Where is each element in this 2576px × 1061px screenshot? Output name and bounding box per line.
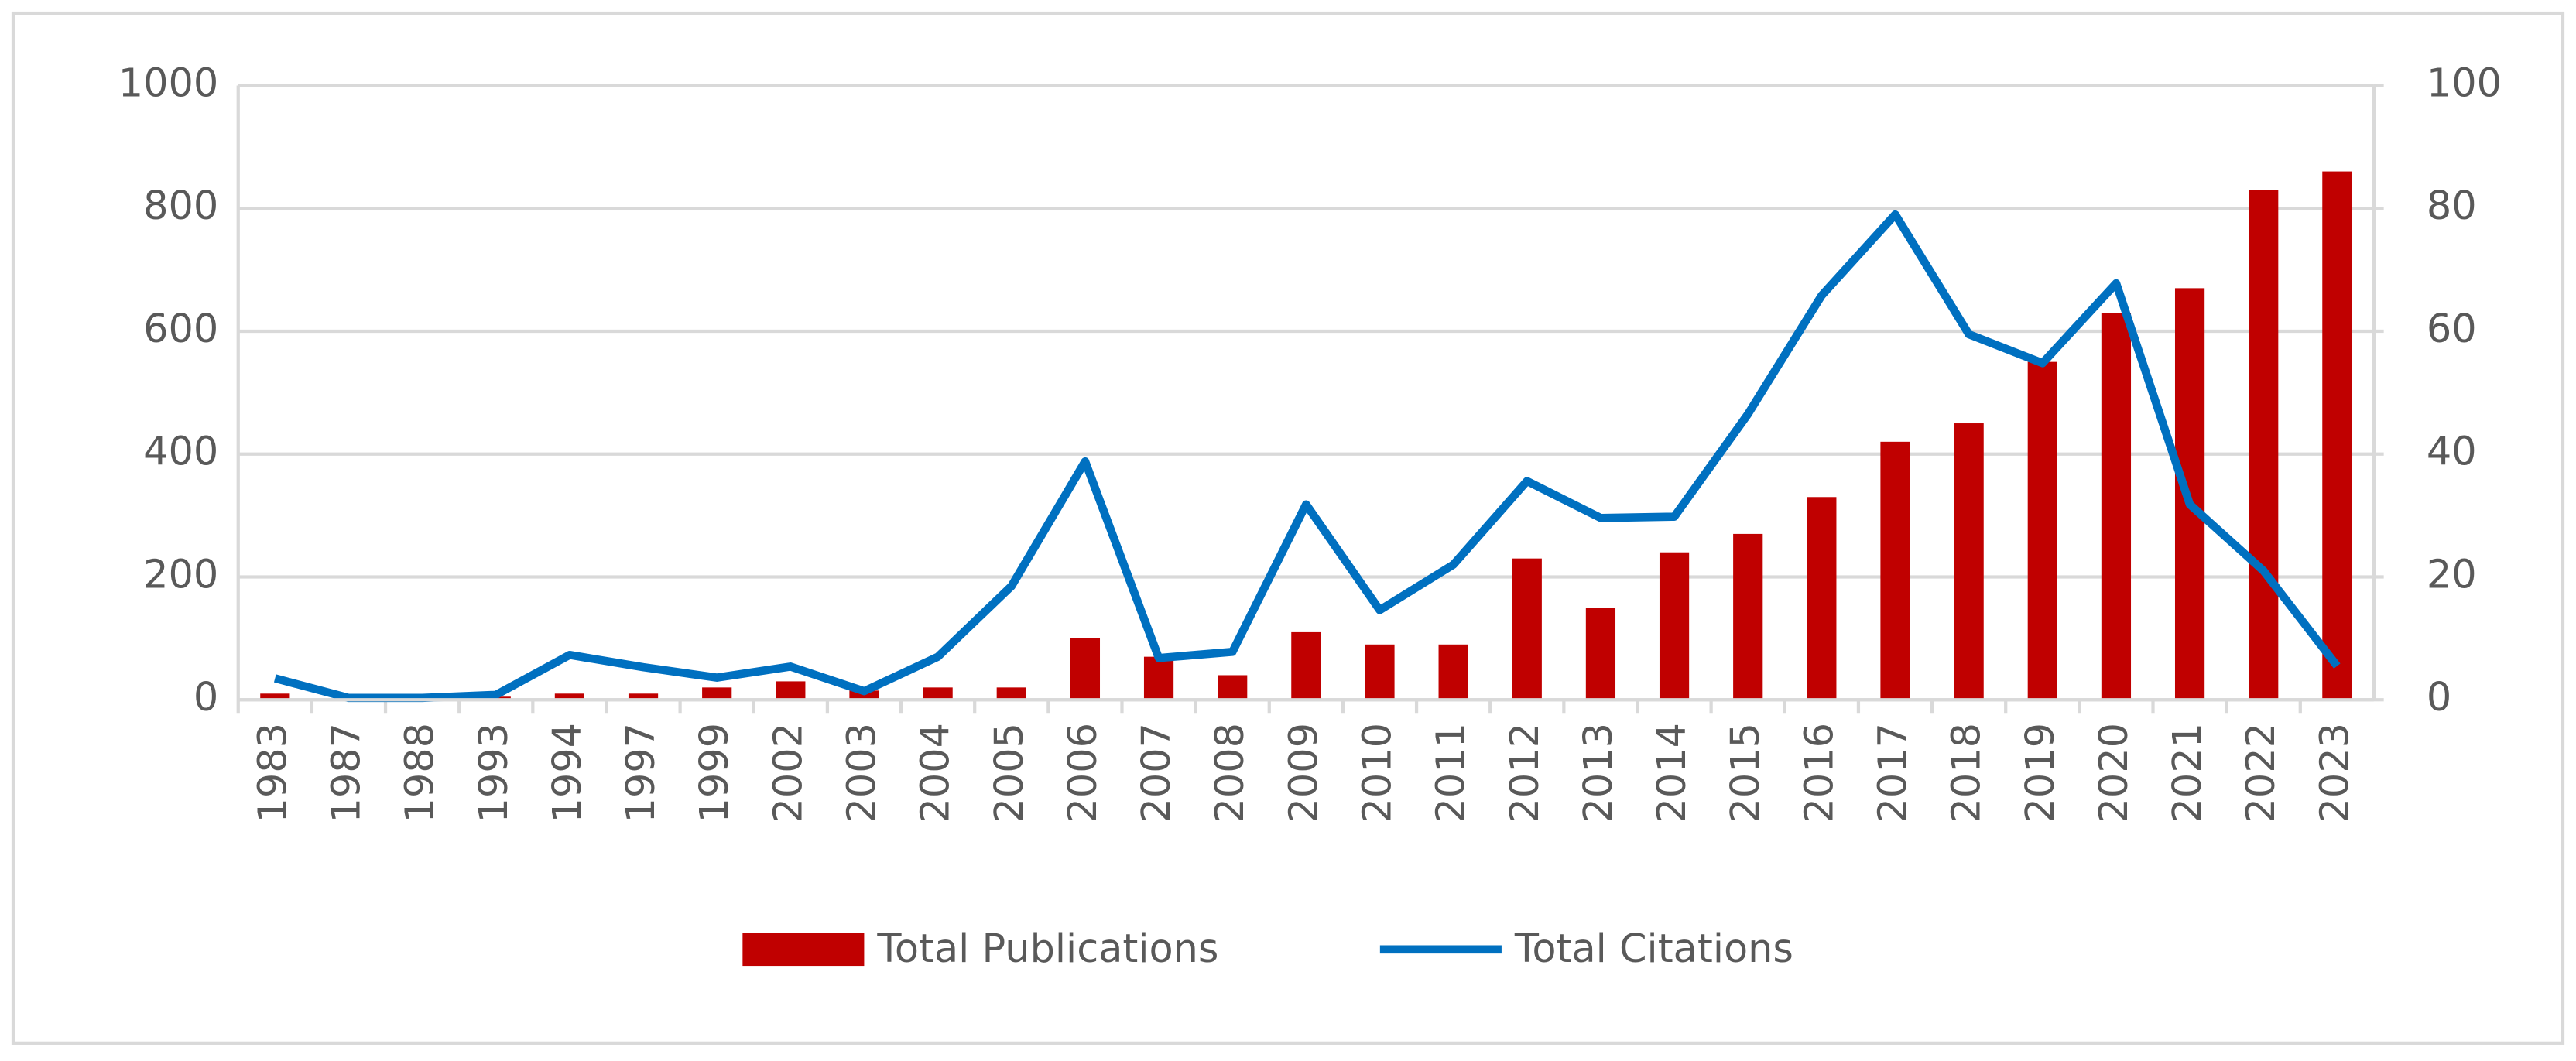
y2-tick-label: 20 [2427, 552, 2477, 597]
bar [923, 687, 953, 700]
x-tick-label: 2006 [1060, 723, 1106, 823]
legend-label: Total Citations [1514, 926, 1793, 972]
bar [628, 693, 659, 700]
bar [1365, 644, 1395, 700]
y2-tick-label: 0 [2427, 675, 2451, 720]
x-tick-label: 2020 [2091, 723, 2137, 823]
x-tick-label: 2011 [1429, 723, 1475, 823]
y2-tick-label: 60 [2427, 306, 2477, 352]
x-tick-label: 2014 [1649, 723, 1695, 823]
bar [1954, 423, 1984, 700]
y-tick-label: 400 [143, 430, 218, 475]
y-tick-label: 600 [143, 306, 218, 352]
y-tick-label: 800 [143, 183, 218, 229]
x-tick-label: 2009 [1281, 723, 1327, 823]
bar [1070, 638, 1101, 700]
bar [702, 687, 732, 700]
legend-label: Total Publications [876, 926, 1218, 972]
bar [1807, 497, 1837, 700]
x-tick-label: 2003 [839, 723, 885, 823]
bar [1291, 631, 1321, 700]
x-tick-label: 1997 [618, 723, 664, 823]
bar [1438, 644, 1468, 700]
y-tick-label: 200 [143, 552, 218, 597]
bar [2101, 313, 2132, 700]
x-tick-label: 2005 [987, 723, 1033, 823]
bar [1659, 552, 1690, 700]
x-tick-label: 1999 [692, 723, 738, 823]
x-tick-label: 2010 [1355, 723, 1400, 823]
bar [776, 681, 806, 700]
bar [2027, 361, 2057, 700]
x-tick-label: 2023 [2312, 723, 2358, 823]
x-tick-label: 1987 [324, 723, 369, 823]
bar [1585, 608, 1616, 700]
x-tick-label: 2008 [1208, 723, 1253, 823]
x-tick-label: 2021 [2165, 723, 2211, 823]
bar [2249, 190, 2279, 700]
bar [1733, 533, 1763, 700]
bar [1880, 441, 1910, 700]
y2-tick-label: 40 [2427, 430, 2477, 475]
x-tick-label: 2019 [2018, 723, 2064, 823]
bar [2322, 171, 2352, 700]
x-tick-label: 2018 [1944, 723, 1990, 823]
bar [1143, 656, 1174, 700]
x-tick-label: 1994 [545, 723, 591, 823]
x-tick-label: 2002 [766, 723, 811, 823]
bar [260, 693, 290, 700]
x-tick-label: 1983 [250, 723, 296, 823]
bar [996, 687, 1026, 700]
line [273, 210, 2341, 703]
bar [1512, 558, 1542, 700]
x-tick-label: 2017 [1871, 723, 1917, 823]
legend-swatch [742, 933, 865, 967]
x-tick-label: 1993 [471, 723, 517, 823]
x-tick-label: 2022 [2239, 723, 2284, 823]
y-tick-label: 0 [194, 675, 218, 720]
x-tick-label: 2007 [1134, 723, 1180, 823]
y-tick-label: 1000 [118, 60, 219, 106]
y2-tick-label: 80 [2427, 183, 2477, 229]
x-tick-label: 2012 [1502, 723, 1548, 823]
x-tick-label: 2016 [1797, 723, 1842, 823]
x-tick-label: 2013 [1576, 723, 1622, 823]
x-tick-label: 1988 [398, 723, 444, 823]
x-tick-label: 2015 [1723, 723, 1769, 823]
bar [1218, 675, 1248, 700]
y2-tick-label: 100 [2427, 60, 2502, 106]
chart-border [11, 11, 2565, 1045]
bar [554, 693, 585, 700]
x-tick-label: 2004 [913, 723, 959, 823]
